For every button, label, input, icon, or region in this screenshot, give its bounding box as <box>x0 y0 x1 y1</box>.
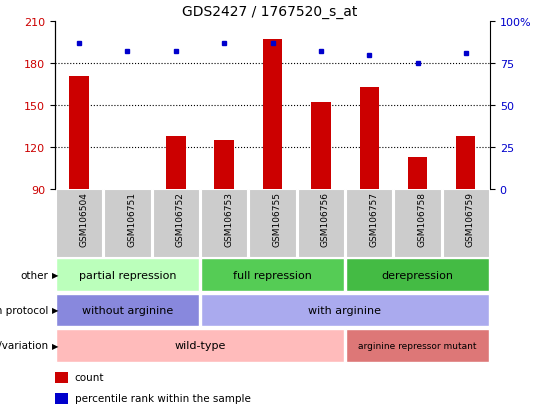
Text: wild-type: wild-type <box>174 340 226 351</box>
Text: GSM106751: GSM106751 <box>127 192 137 247</box>
Text: with arginine: with arginine <box>308 305 381 315</box>
Text: count: count <box>75 373 104 382</box>
Bar <box>346 259 489 291</box>
Text: GSM106757: GSM106757 <box>369 192 378 247</box>
Text: full repression: full repression <box>233 270 312 280</box>
Bar <box>56 259 199 291</box>
Bar <box>201 259 344 291</box>
Text: ▶: ▶ <box>52 341 59 350</box>
Bar <box>263 40 282 190</box>
Bar <box>201 294 489 326</box>
Text: GSM106504: GSM106504 <box>79 192 88 246</box>
Bar <box>201 190 247 257</box>
Bar <box>55 373 68 383</box>
Text: without arginine: without arginine <box>82 305 173 315</box>
Text: GSM106756: GSM106756 <box>321 192 330 247</box>
Text: GSM106759: GSM106759 <box>466 192 475 247</box>
Bar <box>166 136 186 190</box>
Bar <box>104 190 151 257</box>
Bar <box>360 88 379 190</box>
Text: growth protocol: growth protocol <box>0 305 49 315</box>
Text: partial repression: partial repression <box>79 270 176 280</box>
Text: derepression: derepression <box>381 270 454 280</box>
Text: GSM106753: GSM106753 <box>224 192 233 247</box>
Text: GSM106758: GSM106758 <box>417 192 427 247</box>
Bar <box>56 294 199 326</box>
Bar <box>311 103 330 190</box>
Bar <box>70 76 89 190</box>
Bar <box>408 157 427 190</box>
Text: genotype/variation: genotype/variation <box>0 340 49 351</box>
Text: GDS2427 / 1767520_s_at: GDS2427 / 1767520_s_at <box>183 5 357 19</box>
Bar <box>346 329 489 362</box>
Text: ▶: ▶ <box>52 271 59 280</box>
Bar <box>298 190 344 257</box>
Text: other: other <box>21 270 49 280</box>
Text: percentile rank within the sample: percentile rank within the sample <box>75 394 251 404</box>
Bar <box>249 190 296 257</box>
Bar <box>394 190 441 257</box>
Bar <box>443 190 489 257</box>
Bar <box>56 329 344 362</box>
Text: arginine repressor mutant: arginine repressor mutant <box>358 341 477 350</box>
Bar <box>456 136 476 190</box>
Text: ▶: ▶ <box>52 306 59 315</box>
Text: GSM106752: GSM106752 <box>176 192 185 246</box>
Bar <box>346 190 393 257</box>
Bar <box>214 141 234 190</box>
Bar <box>56 190 103 257</box>
Bar <box>55 393 68 404</box>
Text: GSM106755: GSM106755 <box>273 192 281 247</box>
Bar <box>153 190 199 257</box>
